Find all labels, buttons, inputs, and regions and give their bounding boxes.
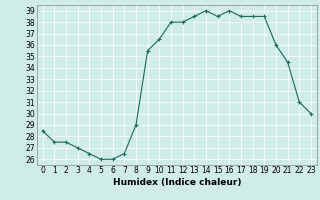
X-axis label: Humidex (Indice chaleur): Humidex (Indice chaleur) — [113, 178, 241, 187]
